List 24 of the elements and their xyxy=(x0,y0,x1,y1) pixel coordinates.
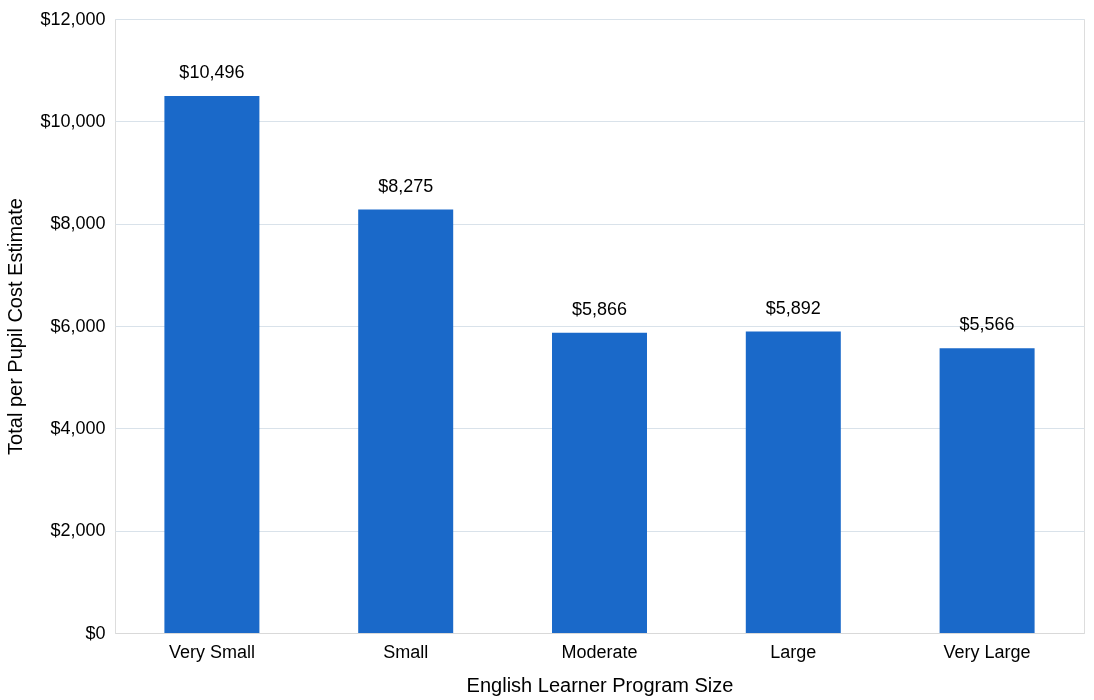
data-label: $5,892 xyxy=(765,297,821,318)
x-tick-label: Very Large xyxy=(943,641,1031,662)
data-label: $5,866 xyxy=(571,298,628,319)
bar xyxy=(939,348,1035,633)
y-tick-label: $8,000 xyxy=(50,213,106,234)
y-tick-label: $10,000 xyxy=(40,110,106,131)
data-label: $5,566 xyxy=(959,314,1015,335)
y-tick-label: $2,000 xyxy=(50,520,106,541)
y-axis-title: Total per Pupil Cost Estimate xyxy=(4,198,27,455)
bar xyxy=(164,95,260,633)
data-label: $10,496 xyxy=(179,61,245,82)
bar xyxy=(745,331,841,633)
x-tick-label: Very Small xyxy=(168,641,255,662)
x-tick-label: Small xyxy=(383,641,429,662)
data-label: $8,275 xyxy=(378,175,434,196)
x-tick-label: Large xyxy=(770,641,817,662)
x-axis-title: English Learner Program Size xyxy=(466,673,734,696)
y-tick-label: $12,000 xyxy=(40,8,106,29)
y-tick-label: $4,000 xyxy=(50,417,106,438)
y-tick-label: $0 xyxy=(85,622,106,643)
bar xyxy=(552,332,647,633)
bar xyxy=(358,209,454,633)
y-tick-label: $6,000 xyxy=(50,315,106,336)
x-tick-label: Moderate xyxy=(561,641,638,662)
